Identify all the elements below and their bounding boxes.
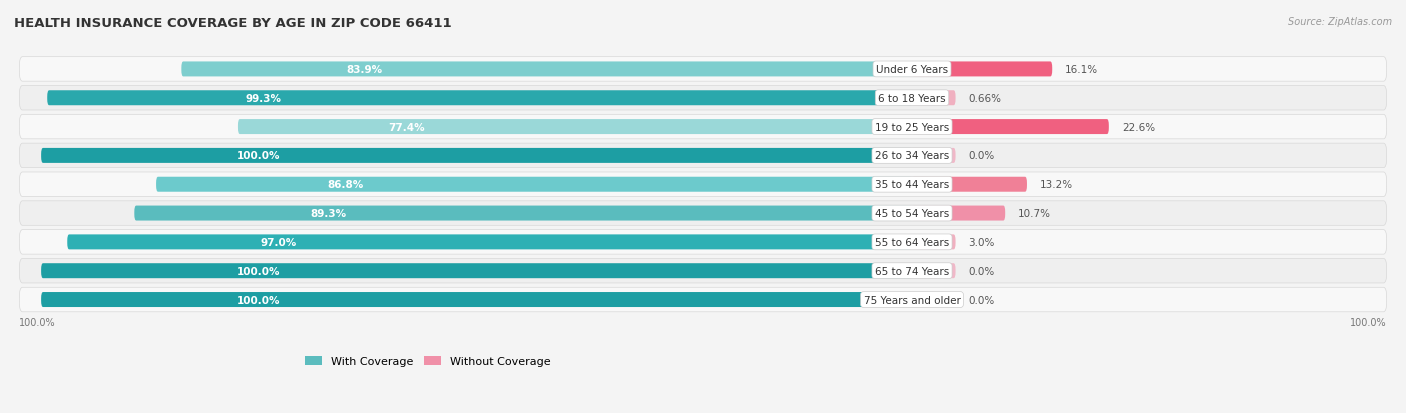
FancyBboxPatch shape: [912, 62, 1052, 77]
FancyBboxPatch shape: [20, 259, 1386, 283]
FancyBboxPatch shape: [48, 91, 912, 106]
Text: 77.4%: 77.4%: [388, 122, 425, 132]
Text: Under 6 Years: Under 6 Years: [876, 65, 948, 75]
FancyBboxPatch shape: [912, 91, 956, 106]
Text: 99.3%: 99.3%: [246, 93, 281, 104]
Text: HEALTH INSURANCE COVERAGE BY AGE IN ZIP CODE 66411: HEALTH INSURANCE COVERAGE BY AGE IN ZIP …: [14, 17, 451, 29]
FancyBboxPatch shape: [912, 149, 956, 164]
FancyBboxPatch shape: [135, 206, 912, 221]
FancyBboxPatch shape: [20, 287, 1386, 312]
Text: 100.0%: 100.0%: [1350, 317, 1386, 327]
Text: 35 to 44 Years: 35 to 44 Years: [875, 180, 949, 190]
Text: 86.8%: 86.8%: [328, 180, 363, 190]
Text: 0.0%: 0.0%: [969, 151, 995, 161]
Text: 100.0%: 100.0%: [238, 266, 281, 276]
Text: 0.0%: 0.0%: [969, 266, 995, 276]
FancyBboxPatch shape: [912, 177, 1026, 192]
Text: Source: ZipAtlas.com: Source: ZipAtlas.com: [1288, 17, 1392, 26]
Text: 97.0%: 97.0%: [260, 237, 297, 247]
FancyBboxPatch shape: [912, 206, 1005, 221]
Text: 0.66%: 0.66%: [969, 93, 1001, 104]
Text: 3.0%: 3.0%: [969, 237, 995, 247]
FancyBboxPatch shape: [41, 263, 912, 278]
FancyBboxPatch shape: [20, 201, 1386, 226]
Text: 100.0%: 100.0%: [20, 317, 56, 327]
Text: 26 to 34 Years: 26 to 34 Years: [875, 151, 949, 161]
FancyBboxPatch shape: [912, 263, 956, 278]
Text: 100.0%: 100.0%: [238, 295, 281, 305]
Text: 16.1%: 16.1%: [1066, 65, 1098, 75]
FancyBboxPatch shape: [912, 235, 956, 250]
FancyBboxPatch shape: [912, 120, 1109, 135]
Text: 13.2%: 13.2%: [1040, 180, 1073, 190]
Text: 19 to 25 Years: 19 to 25 Years: [875, 122, 949, 132]
Text: 89.3%: 89.3%: [311, 209, 347, 218]
FancyBboxPatch shape: [67, 235, 912, 250]
Text: 65 to 74 Years: 65 to 74 Years: [875, 266, 949, 276]
Text: 22.6%: 22.6%: [1122, 122, 1154, 132]
Text: 83.9%: 83.9%: [346, 65, 382, 75]
FancyBboxPatch shape: [20, 230, 1386, 254]
FancyBboxPatch shape: [41, 292, 912, 307]
FancyBboxPatch shape: [20, 57, 1386, 82]
Text: 100.0%: 100.0%: [238, 151, 281, 161]
Text: 75 Years and older: 75 Years and older: [863, 295, 960, 305]
FancyBboxPatch shape: [238, 120, 912, 135]
Text: 55 to 64 Years: 55 to 64 Years: [875, 237, 949, 247]
FancyBboxPatch shape: [156, 177, 912, 192]
Text: 6 to 18 Years: 6 to 18 Years: [879, 93, 946, 104]
FancyBboxPatch shape: [181, 62, 912, 77]
FancyBboxPatch shape: [20, 86, 1386, 111]
FancyBboxPatch shape: [20, 144, 1386, 168]
Text: 10.7%: 10.7%: [1018, 209, 1052, 218]
Legend: With Coverage, Without Coverage: With Coverage, Without Coverage: [301, 351, 555, 371]
Text: 0.0%: 0.0%: [969, 295, 995, 305]
FancyBboxPatch shape: [20, 115, 1386, 140]
Text: 45 to 54 Years: 45 to 54 Years: [875, 209, 949, 218]
FancyBboxPatch shape: [912, 292, 956, 307]
FancyBboxPatch shape: [41, 149, 912, 164]
FancyBboxPatch shape: [20, 173, 1386, 197]
